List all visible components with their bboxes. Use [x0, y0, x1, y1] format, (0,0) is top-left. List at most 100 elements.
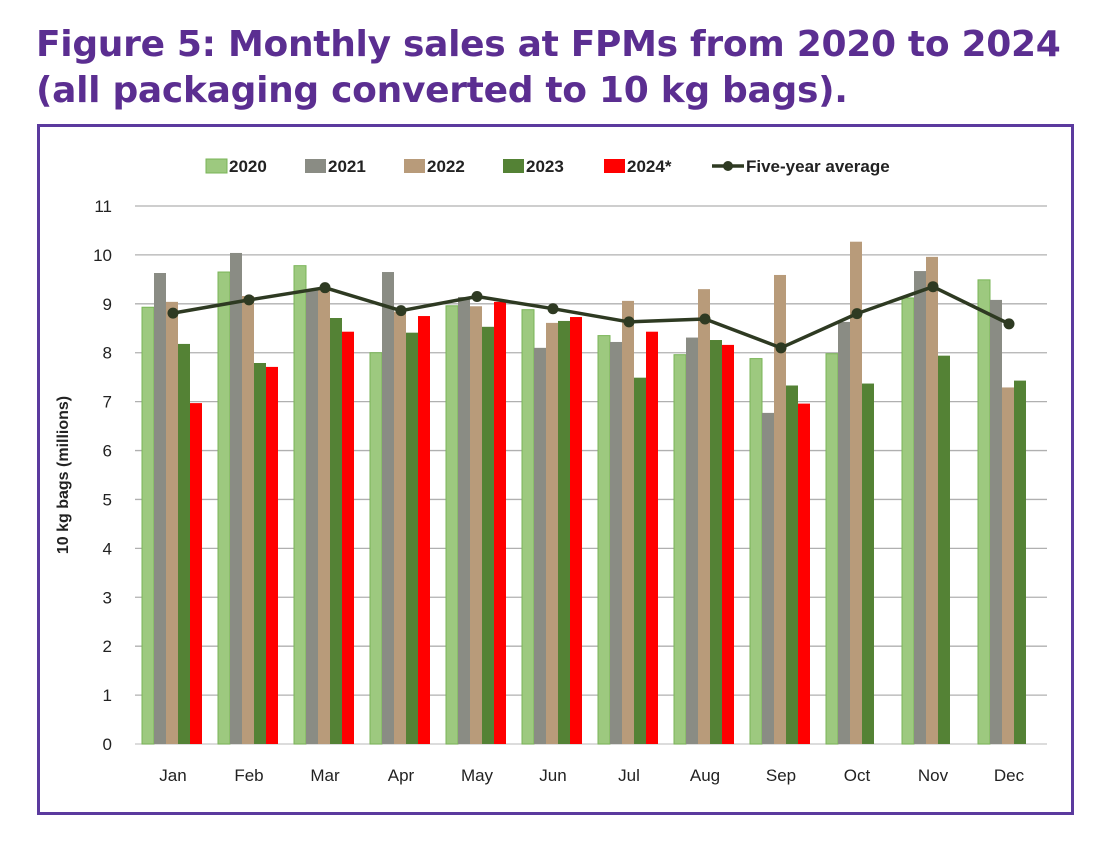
- bar-2021-jul: [610, 341, 622, 744]
- bar-2020-nov: [901, 297, 915, 745]
- y-tick-label: 0: [103, 735, 112, 754]
- average-point-mar: [319, 282, 331, 294]
- average-point-jan: [167, 307, 179, 319]
- legend-item-2022: 2022: [404, 157, 465, 176]
- bar-2020-apr: [369, 352, 383, 745]
- average-point-aug: [699, 313, 711, 325]
- bar-2021-mar: [306, 289, 318, 744]
- legend-swatch: [205, 158, 228, 174]
- y-tick-label: 9: [103, 295, 112, 314]
- legend-label: 2022: [427, 157, 465, 176]
- average-point-dec: [1003, 318, 1015, 330]
- bar-2024-may: [494, 301, 506, 744]
- average-line-path: [172, 284, 1010, 350]
- x-axis-ticks: Jan Feb Mar Apr May Jun Jul Aug Sep Oct Nov Dec: [159, 766, 1024, 785]
- bar-2024-mar: [342, 331, 354, 744]
- bar-2021-may: [458, 296, 470, 744]
- figure-title-line-2: (all packaging converted to 10 kg bags).: [36, 70, 848, 111]
- legend-item-five-year-average: Five-year average: [712, 157, 890, 176]
- average-point-feb: [243, 294, 255, 306]
- bar-2022-may: [470, 306, 482, 744]
- bar-2021-apr: [382, 272, 394, 744]
- bar-2022-jun: [546, 322, 558, 744]
- y-tick-label: 3: [103, 588, 112, 607]
- x-tick-label: Jan: [159, 766, 186, 785]
- bar-2023-jun: [558, 320, 570, 744]
- x-tick-label: May: [461, 766, 494, 785]
- bar-2024-sep: [798, 403, 810, 744]
- bar-2022-apr: [394, 311, 406, 744]
- bar-2020-jan: [141, 306, 155, 745]
- bar-2022-nov: [926, 256, 938, 744]
- legend-swatch: [503, 159, 524, 173]
- x-tick-label: Mar: [310, 766, 340, 785]
- bar-2023-jan: [178, 343, 190, 744]
- bar-2023-apr: [406, 332, 418, 744]
- legend-label: Five-year average: [746, 157, 890, 176]
- legend-item-2024: 2024*: [604, 157, 672, 176]
- bar-2024-feb: [266, 366, 278, 744]
- bar-2024-aug: [722, 344, 734, 744]
- chart-frame: [37, 124, 1074, 815]
- x-tick-label: Sep: [766, 766, 796, 785]
- y-tick-label: 6: [103, 442, 112, 461]
- bar-2020-may: [445, 305, 459, 745]
- legend-swatch: [404, 159, 425, 173]
- bar-2020-feb: [217, 271, 231, 745]
- gridlines: [135, 205, 1047, 745]
- x-tick-label: Nov: [918, 766, 949, 785]
- bar-2023-dec: [1014, 380, 1026, 744]
- bar-2021-dec: [990, 299, 1002, 744]
- y-tick-label: 5: [103, 490, 112, 509]
- x-tick-label: Dec: [994, 766, 1025, 785]
- y-tick-label: 2: [103, 637, 112, 656]
- bar-2023-jul: [634, 377, 646, 744]
- x-tick-label: Aug: [690, 766, 720, 785]
- bar-2020-jun: [521, 309, 535, 745]
- average-point-may: [471, 290, 483, 302]
- figure-title: Figure 5: Monthly sales at FPMs from 202…: [36, 22, 1076, 114]
- average-line: [167, 281, 1015, 354]
- legend-item-2020: 2020: [205, 157, 267, 176]
- bar-2023-may: [482, 326, 494, 744]
- bar-2024-jun: [570, 317, 582, 744]
- bar-2021-jun: [534, 347, 546, 744]
- average-point-jul: [623, 316, 635, 328]
- bar-2021-jan: [154, 273, 166, 744]
- bar-2023-nov: [938, 355, 950, 744]
- bar-2022-dec: [1002, 387, 1014, 744]
- legend: 2020 2021 2022 2023 2024* Five-year average: [205, 157, 890, 176]
- legend-marker: [723, 161, 733, 171]
- bar-2022-jan: [166, 301, 178, 744]
- bar-2023-aug: [710, 340, 722, 744]
- x-tick-label: Jul: [618, 766, 640, 785]
- x-tick-label: Apr: [388, 766, 415, 785]
- bar-2021-nov: [914, 271, 926, 744]
- average-point-nov: [927, 281, 939, 293]
- bar-2022-mar: [318, 287, 330, 744]
- bar-2022-oct: [850, 241, 862, 744]
- y-tick-label: 4: [103, 539, 112, 558]
- bar-2023-mar: [330, 318, 342, 744]
- bar-2023-oct: [862, 383, 874, 744]
- bar-2024-jan: [190, 403, 202, 744]
- y-tick-label: 10: [93, 246, 112, 265]
- legend-label: 2023: [526, 157, 564, 176]
- bar-2021-oct: [838, 321, 850, 744]
- legend-label: 2021: [328, 157, 366, 176]
- bar-2022-feb: [242, 295, 254, 744]
- bar-2020-jul: [597, 335, 611, 745]
- bar-2024-apr: [418, 316, 430, 744]
- legend-swatch: [305, 159, 326, 173]
- y-axis-ticks: 0 1 2 3 4 5 6 7 8 9 10 11: [93, 197, 112, 754]
- bar-2021-aug: [686, 337, 698, 744]
- bar-2022-jul: [622, 300, 634, 744]
- legend-label: 2020: [229, 157, 267, 176]
- average-point-jun: [547, 303, 559, 315]
- x-tick-label: Oct: [844, 766, 871, 785]
- legend-item-2023: 2023: [503, 157, 564, 176]
- bar-2021-feb: [230, 252, 242, 744]
- legend-label: 2024*: [627, 157, 672, 176]
- x-tick-label: Feb: [234, 766, 263, 785]
